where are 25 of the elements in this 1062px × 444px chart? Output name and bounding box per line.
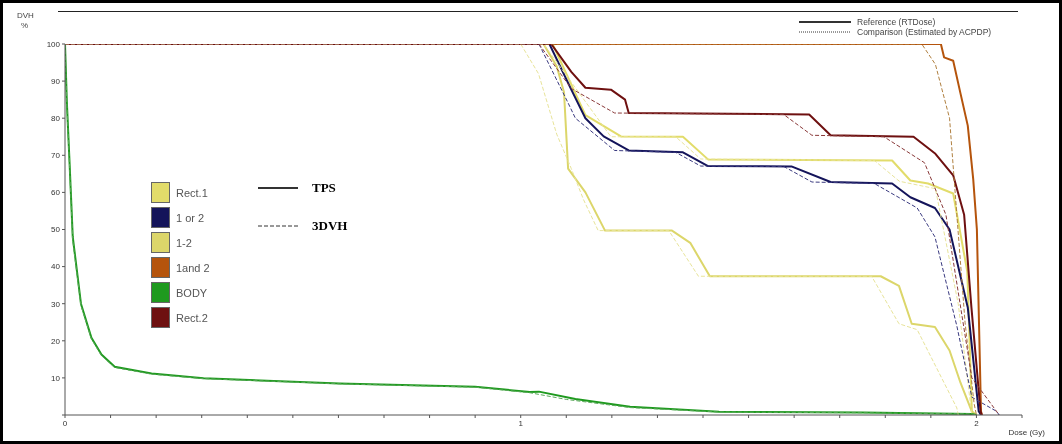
annotation: TPS (312, 180, 336, 196)
annotation: 3DVH (312, 218, 348, 234)
x-axis-title: Dose (Gy) (1008, 428, 1045, 437)
x-tick-label: 2 (974, 418, 980, 428)
y-tick-label: 40 (51, 262, 61, 272)
y-tick-label: 80 (51, 114, 61, 124)
y-tick-label: 100 (46, 39, 61, 49)
legend-label: 1-2 (176, 236, 192, 249)
text: Comparison (Estimated by ACPDP) (857, 27, 992, 37)
y-axis-title: DVH % (17, 11, 34, 31)
y-tick-label: 10 (51, 373, 61, 383)
legend-label: 1 or 2 (176, 211, 205, 224)
text: Reference (RTDose) (857, 17, 936, 27)
legend-label: Rect.1 (176, 186, 208, 199)
x-tick-label: 1 (518, 418, 524, 428)
legend-label: 1and 2 (176, 261, 210, 274)
x-tick-label: 0 (62, 418, 68, 428)
y-tick-label: 30 (51, 299, 61, 309)
y-tick-label: 20 (51, 336, 61, 346)
y-tick-label: 90 (51, 76, 61, 86)
y-tick-label: 70 (51, 151, 61, 161)
y-tick-label: 60 (51, 188, 61, 198)
legend-label: BODY (176, 286, 208, 299)
y-tick-label: 50 (51, 225, 61, 235)
legend-label: Rect.2 (176, 311, 208, 324)
